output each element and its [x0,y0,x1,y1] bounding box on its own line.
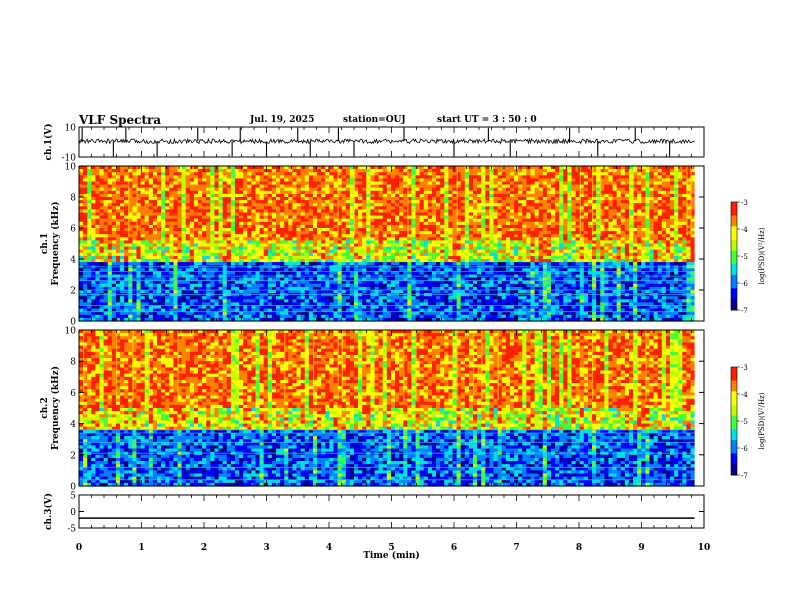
xtick-label: 7 [513,543,519,553]
xtick-label: 4 [326,543,332,553]
xaxis-label: Time (min) [363,550,420,561]
ch1-wave-ytick-label: 10 [65,124,77,134]
xtick-label: 3 [263,543,269,553]
ch1-colorbar-tick-label: -5 [741,253,748,261]
ch2-colorbar-label: log(PSD)(V²/Hz) [758,392,766,449]
ch1-colorbar: -3 -4 -5 -6 -7 log(PSD)(V²/Hz) [730,199,766,315]
ch1-spec-ytick-label: 0 [70,318,76,328]
ch1-wave-ylabel: ch.1(V) [43,124,54,161]
station-label: station=OUJ [343,115,406,125]
start-time-label: start UT = 3 : 50 : 0 [437,115,537,125]
ch2-spectrogram [79,330,704,487]
ch2-spec-ytick-label: 6 [70,389,76,399]
ch2-colorbar: -3 -4 -5 -6 -7 log(PSD)(V²/Hz) [730,364,766,480]
ch1-trace [78,137,695,145]
ch2-colorbar-tick-label: -7 [741,472,748,480]
ch3-wave-ylabel: ch.3(V) [43,493,54,530]
ch2-colorbar-tick-label: -4 [741,391,748,399]
ch1-colorbar-label: log(PSD)(V²/Hz) [758,227,766,284]
date-label: Jul. 19, 2025 [250,115,315,125]
ch2-spec-ytick-label: 10 [65,327,77,337]
xtick-label: 5 [388,543,394,553]
ch1-colorbar-tick-label: -4 [741,226,748,234]
ch2-spec-ytick-label: 2 [70,451,76,461]
xtick-label: 8 [576,543,582,553]
chart-title: VLF Spectra [79,113,162,127]
ch2-colorbar-tick-label: -5 [741,418,748,426]
ch1-spec-ytick-label: 10 [65,163,77,173]
ch3-wave-ytick-label: -5 [67,525,76,535]
ch3-wave-ytick-label: 0 [70,508,76,518]
ch2-colorbar-tick-label: -3 [741,364,748,372]
ch1-colorbar-tick-label: -6 [741,280,748,288]
xtick-label: 9 [638,543,644,553]
ch1-spec-ytick-label: 8 [70,194,76,204]
ch2-colorbar-tick-label: -6 [741,445,748,453]
ch2-spec-ylabel: Frequency (kHz) [50,366,61,450]
ch3-wave-ytick-label: 5 [70,492,76,502]
xtick-label: 6 [451,543,457,553]
ch1-spec-ytick-label: 4 [70,256,76,266]
ch1-spectrogram [79,166,704,322]
xtick-label: 10 [698,543,711,553]
ch1-spec-ytick-label: 2 [70,287,76,297]
ch2-spec-ytick-label: 0 [70,483,76,493]
xtick-label: 0 [76,543,82,553]
ch1-wave-ytick-label: -10 [62,154,77,164]
ch2-spec-ylabel: ch.2 [40,397,50,418]
ch1-spec-ylabel: ch.1 [40,233,50,254]
ch2-spec-ytick-label: 4 [70,420,76,430]
ch1-spec-ytick-label: 6 [70,225,76,235]
ch2-spec-ytick-label: 8 [70,358,76,368]
ch1-colorbar-tick-label: -7 [741,307,748,315]
ch1-colorbar-tick-label: -3 [741,199,748,207]
xtick-label: 2 [201,543,207,553]
ch1-spec-ylabel: Frequency (kHz) [50,201,61,285]
xtick-label: 1 [138,543,144,553]
